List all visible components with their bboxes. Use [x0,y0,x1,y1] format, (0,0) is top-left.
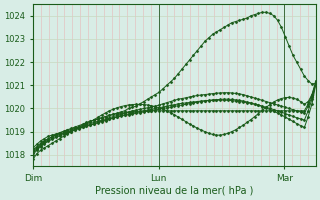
X-axis label: Pression niveau de la mer( hPa ): Pression niveau de la mer( hPa ) [95,186,253,196]
